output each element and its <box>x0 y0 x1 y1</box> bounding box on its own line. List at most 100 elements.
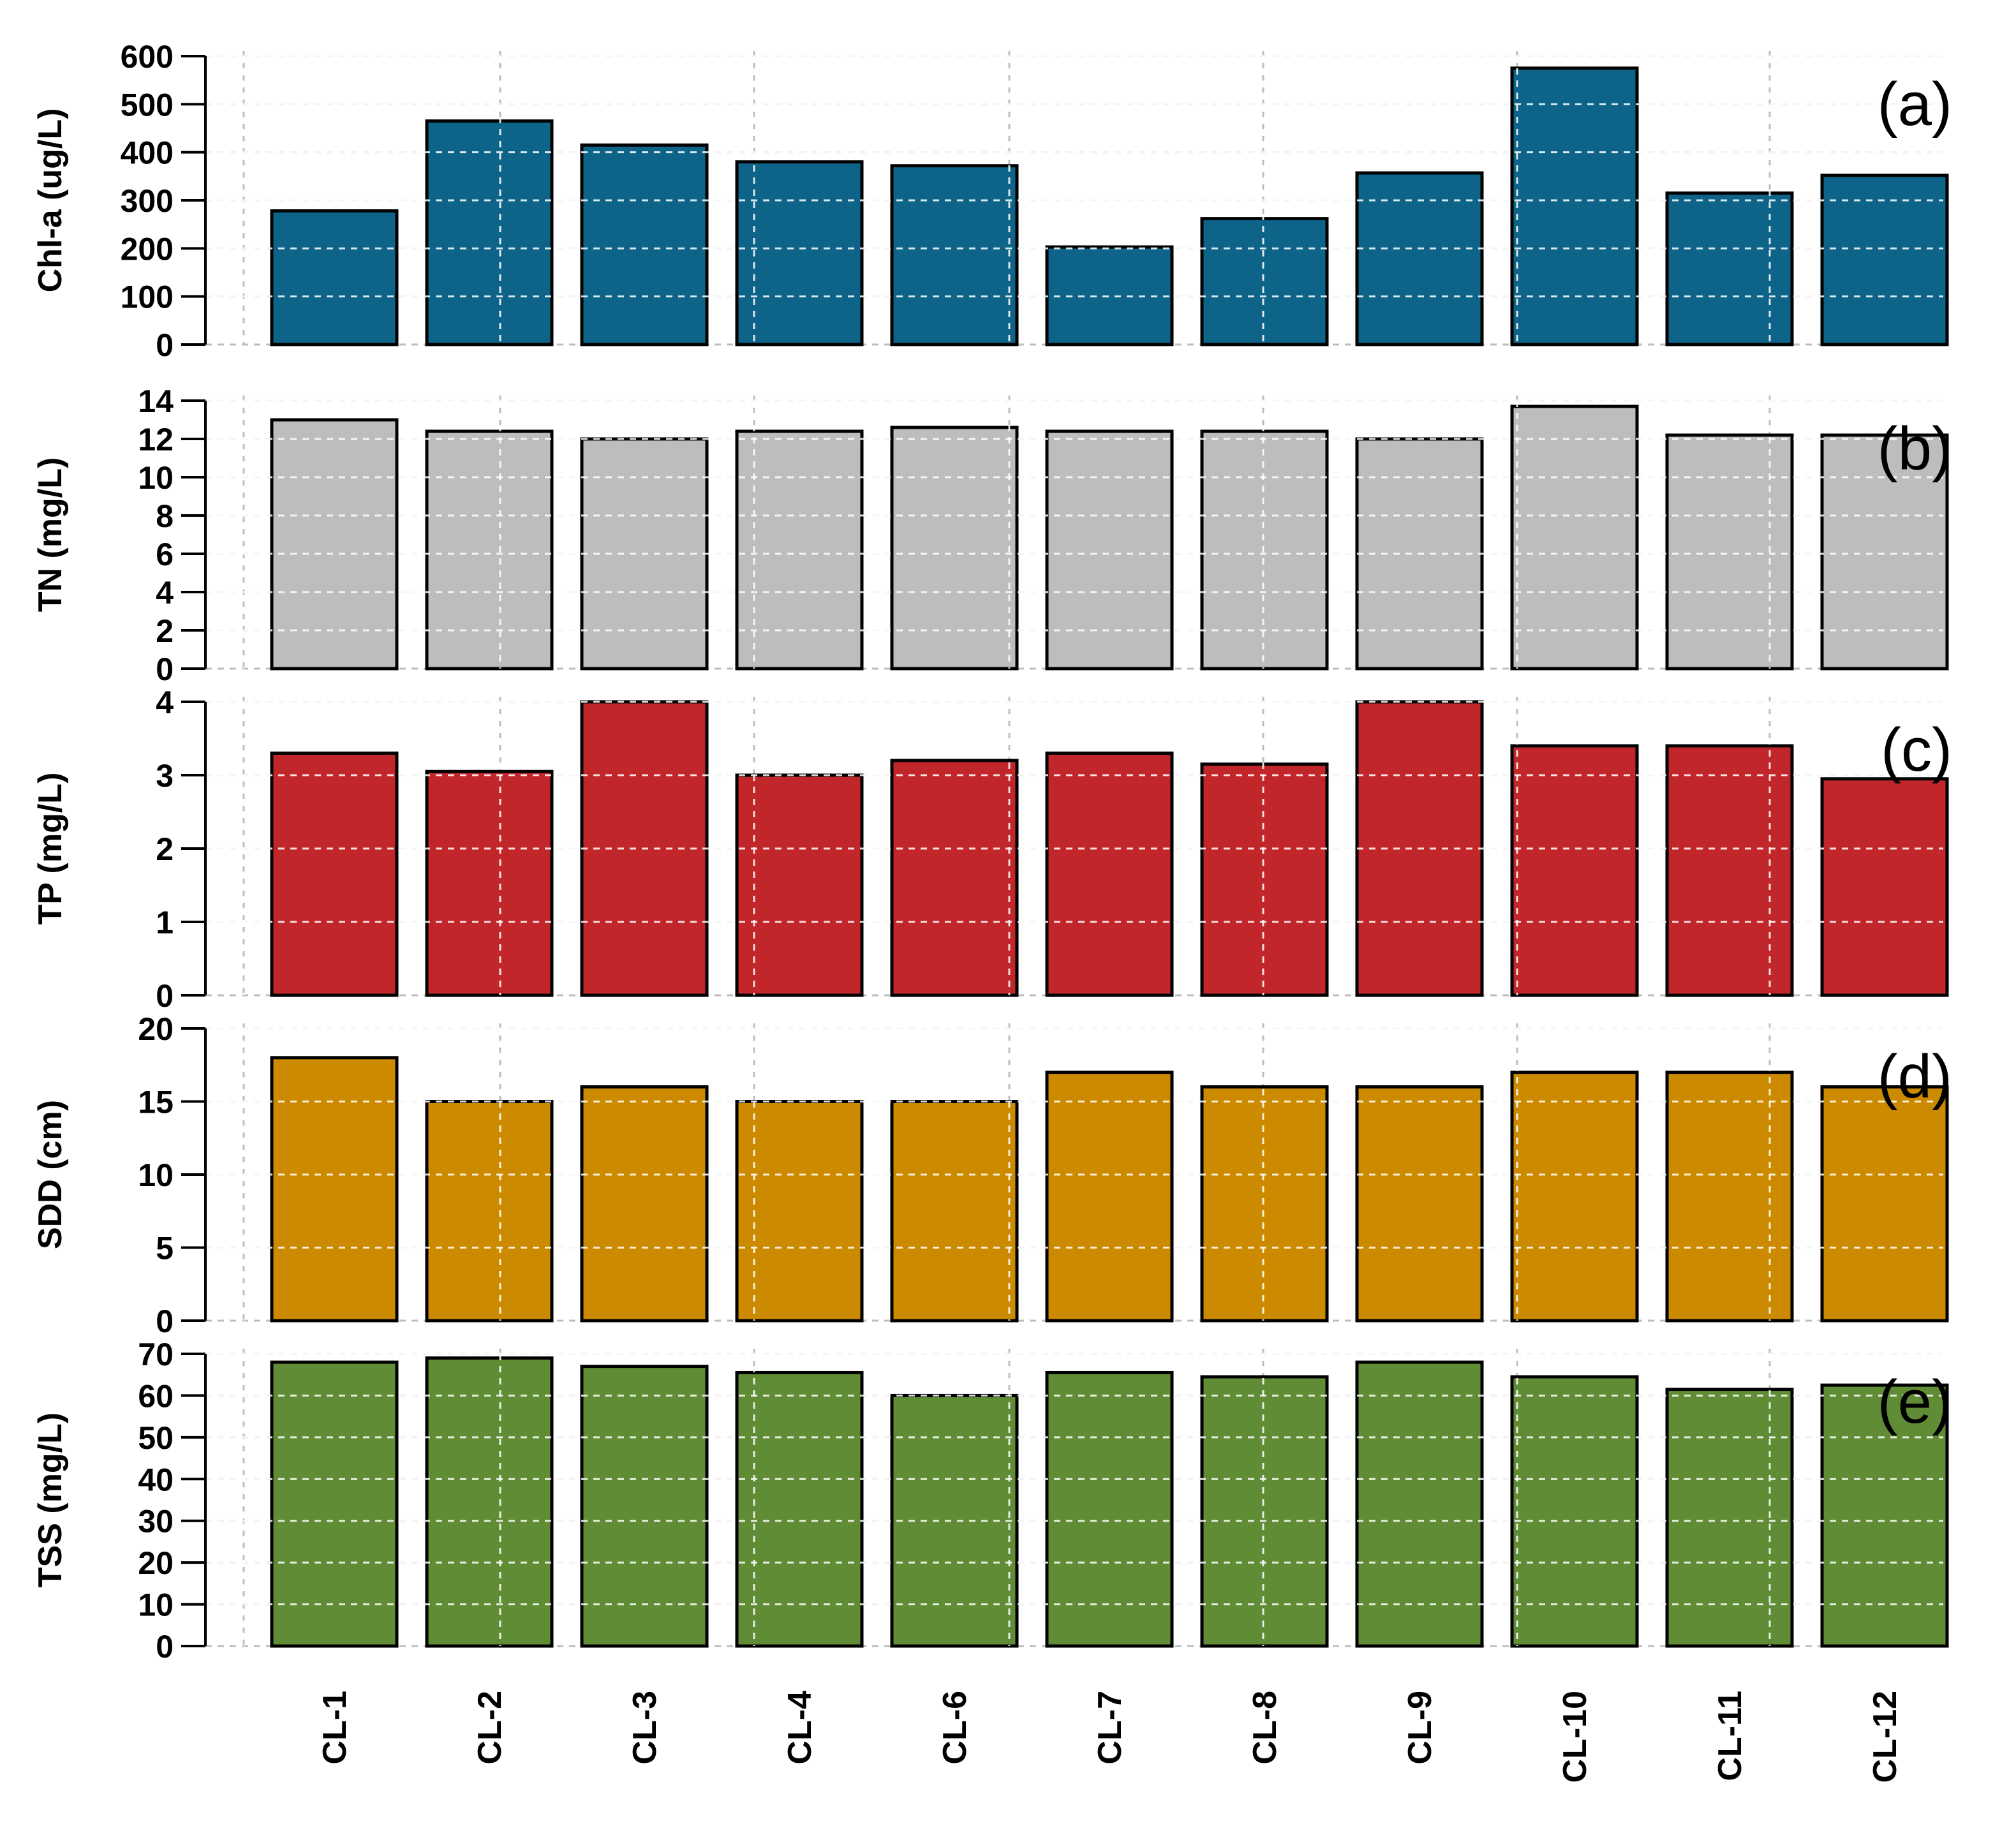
y-tick-label: 0 <box>156 978 174 1014</box>
bar-cl-8 <box>1200 429 1329 671</box>
y-tick-label: 20 <box>138 1545 174 1581</box>
y-tick-label: 50 <box>138 1420 174 1456</box>
y-tick-label: 500 <box>121 87 174 122</box>
y-tick-label: 0 <box>156 651 174 687</box>
y-tick-label: 40 <box>138 1462 174 1497</box>
bar-cl-11 <box>1665 1071 1794 1323</box>
x-tick-label: CL-6 <box>937 1691 974 1765</box>
x-axis-labels: CL-1 CL-2 CL-3 CL-4 CL-6 CL-7 CL-8 CL-9 CL-10 CL-… <box>316 1691 1904 1783</box>
y-tick-label: 14 <box>138 383 174 419</box>
y-tick-label: 4 <box>156 685 174 720</box>
panel-tag: (e) <box>1878 1368 1952 1436</box>
bar-cl-3 <box>580 1365 709 1648</box>
bar-cl-4 <box>735 160 864 346</box>
bar-cl-8 <box>1200 217 1329 346</box>
y-tick-label: 15 <box>138 1085 174 1120</box>
x-tick-label: CL-12 <box>1867 1691 1904 1783</box>
panel-tag: (c) <box>1881 716 1952 784</box>
bar-cl-7 <box>1045 429 1174 671</box>
y-tick-label: 1 <box>156 905 174 940</box>
bar-cl-6 <box>890 426 1019 671</box>
y-tick-label: 0 <box>156 327 174 363</box>
panel-tag: (b) <box>1878 415 1952 483</box>
y-tick-label: 20 <box>138 1011 174 1047</box>
bar-cl-6 <box>890 164 1019 346</box>
bar-cl-10 <box>1510 404 1639 671</box>
y-tick-label: 200 <box>121 231 174 267</box>
y-tick-label: 10 <box>138 1157 174 1193</box>
panel-4: 0 5 10 15 20 SDD (cm) (d) <box>32 1011 1952 1339</box>
x-tick-label: CL-7 <box>1092 1691 1129 1765</box>
y-tick-label: 2 <box>156 831 174 867</box>
bar-cl-7 <box>1045 1370 1174 1648</box>
bar-cl-1 <box>270 1056 399 1323</box>
bar-cl-11 <box>1665 433 1794 671</box>
x-tick-label: CL-10 <box>1557 1691 1594 1783</box>
bar-cl-2 <box>425 429 554 671</box>
bar-cl-8 <box>1200 1085 1329 1323</box>
y-tick-label: 30 <box>138 1504 174 1540</box>
x-tick-label: CL-3 <box>626 1691 663 1765</box>
bar-cl-1 <box>270 1360 399 1648</box>
panel-5: 0 10 20 30 40 50 60 70 TSS (mg/L) (e) <box>32 1337 1952 1665</box>
x-tick-label: CL-4 <box>782 1691 819 1765</box>
y-axis-title: TSS (mg/L) <box>32 1413 69 1587</box>
panel-3: 0 1 2 3 4 TP (mg/L) (c) <box>32 685 1952 1014</box>
y-tick-label: 300 <box>121 183 174 219</box>
x-tick-label: CL-1 <box>316 1691 353 1765</box>
bar-cl-7 <box>1045 1071 1174 1323</box>
x-tick-label: CL-9 <box>1402 1691 1439 1765</box>
y-tick-label: 0 <box>156 1629 174 1665</box>
bar-cl-8 <box>1200 762 1329 997</box>
bar-cl-11 <box>1665 191 1794 346</box>
bar-cl-4 <box>735 773 864 997</box>
y-tick-label: 4 <box>156 575 174 611</box>
bar-cl-12 <box>1820 777 1949 997</box>
y-tick-label: 12 <box>138 422 174 457</box>
y-tick-label: 10 <box>138 1587 174 1623</box>
bar-cl-6 <box>890 759 1019 997</box>
bar-cl-4 <box>735 429 864 671</box>
bar-cl-3 <box>580 1085 709 1323</box>
bar-cl-3 <box>580 143 709 346</box>
bar-cl-12 <box>1820 1085 1949 1323</box>
bar-cl-10 <box>1510 1375 1639 1648</box>
bar-cl-10 <box>1510 1071 1639 1323</box>
y-tick-label: 5 <box>156 1231 174 1266</box>
bar-cl-4 <box>735 1100 864 1323</box>
y-tick-label: 10 <box>138 460 174 496</box>
bar-cl-2 <box>425 1356 554 1648</box>
bar-cl-10 <box>1510 66 1639 346</box>
y-tick-label: 3 <box>156 758 174 794</box>
x-tick-label: CL-8 <box>1247 1691 1284 1765</box>
bar-cl-2 <box>425 119 554 346</box>
y-tick-label: 600 <box>121 39 174 75</box>
bar-cl-12 <box>1820 174 1949 346</box>
bar-cl-1 <box>270 209 399 346</box>
panel-1: 0 100 200 300 400 500 600 Chl-a (ug/L) (a) <box>32 39 1952 363</box>
bar-cl-6 <box>890 1100 1019 1323</box>
y-axis-title: Chl-a (ug/L) <box>32 108 69 293</box>
y-tick-label: 70 <box>138 1337 174 1372</box>
bar-cl-1 <box>270 752 399 997</box>
bar-cl-2 <box>425 769 554 997</box>
y-tick-label: 6 <box>156 537 174 572</box>
bar-cl-7 <box>1045 752 1174 997</box>
y-axis-title: TP (mg/L) <box>32 773 69 925</box>
y-tick-label: 400 <box>121 135 174 171</box>
y-tick-label: 8 <box>156 498 174 534</box>
y-tick-label: 60 <box>138 1378 174 1414</box>
bar-cl-11 <box>1665 1388 1794 1648</box>
y-axis-title: SDD (cm) <box>32 1100 69 1249</box>
y-axis-title: TN (mg/L) <box>32 457 69 612</box>
bar-cl-9 <box>1355 1085 1484 1323</box>
panel-tag: (d) <box>1878 1042 1952 1111</box>
bar-cl-9 <box>1355 171 1484 346</box>
bar-cl-12 <box>1820 1383 1949 1648</box>
bar-cl-8 <box>1200 1375 1329 1648</box>
bar-cl-4 <box>735 1370 864 1648</box>
bar-cl-11 <box>1665 744 1794 997</box>
y-tick-label: 0 <box>156 1303 174 1339</box>
